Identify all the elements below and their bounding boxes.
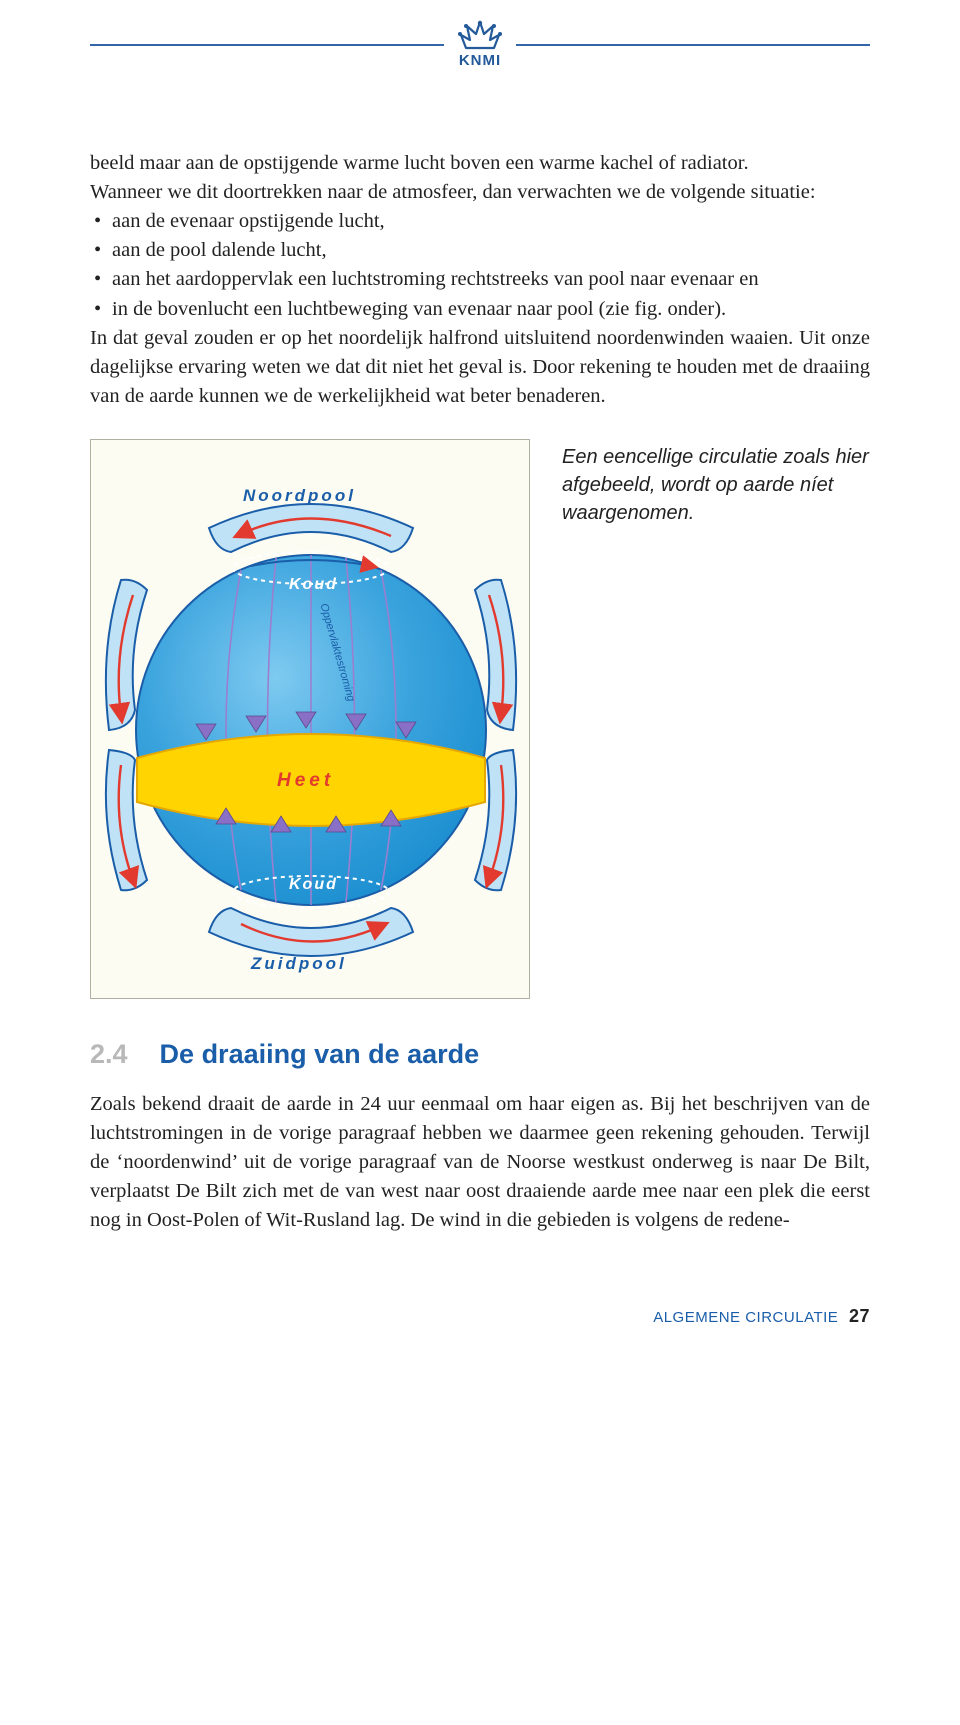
label-zuidpool: Zuidpool: [251, 954, 347, 974]
section-heading: 2.4 De draaiing van de aarde: [90, 1039, 870, 1070]
globe-diagram: Noordpool Koud Heet Koud Zuidpool Opperv…: [90, 439, 530, 999]
bullet-list: aan de evenaar opstijgende lucht, aan de…: [90, 207, 870, 323]
list-item: aan de pool dalende lucht,: [90, 236, 870, 265]
rule-left: [90, 44, 444, 46]
rule-right: [516, 44, 870, 46]
list-item: aan het aardoppervlak een luchtstroming …: [90, 265, 870, 294]
label-koud-s: Koud: [289, 876, 338, 894]
crown-icon: [457, 20, 503, 54]
paragraph-2: Zoals bekend draait de aarde in 24 uur e…: [90, 1090, 870, 1236]
list-item: aan de evenaar opstijgende lucht,: [90, 207, 870, 236]
para-intro-a: beeld maar aan de opstijgende warme luch…: [90, 152, 749, 174]
page-number: 27: [849, 1306, 870, 1326]
paragraph-1: beeld maar aan de opstijgende warme luch…: [90, 149, 870, 411]
label-heet: Heet: [277, 770, 334, 792]
knmi-logo: KNMI: [444, 20, 516, 69]
list-item: in de bovenlucht een luchtbeweging van e…: [90, 295, 870, 324]
figure-caption: Een eencellige circulatie zoals hier afg…: [562, 439, 870, 527]
logo-text: KNMI: [444, 52, 516, 69]
label-koud-n: Koud: [289, 576, 338, 594]
label-noordpool: Noordpool: [243, 486, 356, 506]
footer-label: ALGEMENE CIRCULATIE: [653, 1309, 838, 1326]
section-title: De draaiing van de aarde: [160, 1039, 480, 1070]
section-number: 2.4: [90, 1039, 128, 1070]
page-footer: ALGEMENE CIRCULATIE 27: [90, 1306, 870, 1327]
para-intro-b: Wanneer we dit doortrekken naar de atmos…: [90, 181, 816, 203]
header: KNMI: [90, 0, 870, 69]
figure-row: Noordpool Koud Heet Koud Zuidpool Opperv…: [90, 439, 870, 999]
para-intro-c: In dat geval zouden er op het noordelijk…: [90, 327, 870, 407]
